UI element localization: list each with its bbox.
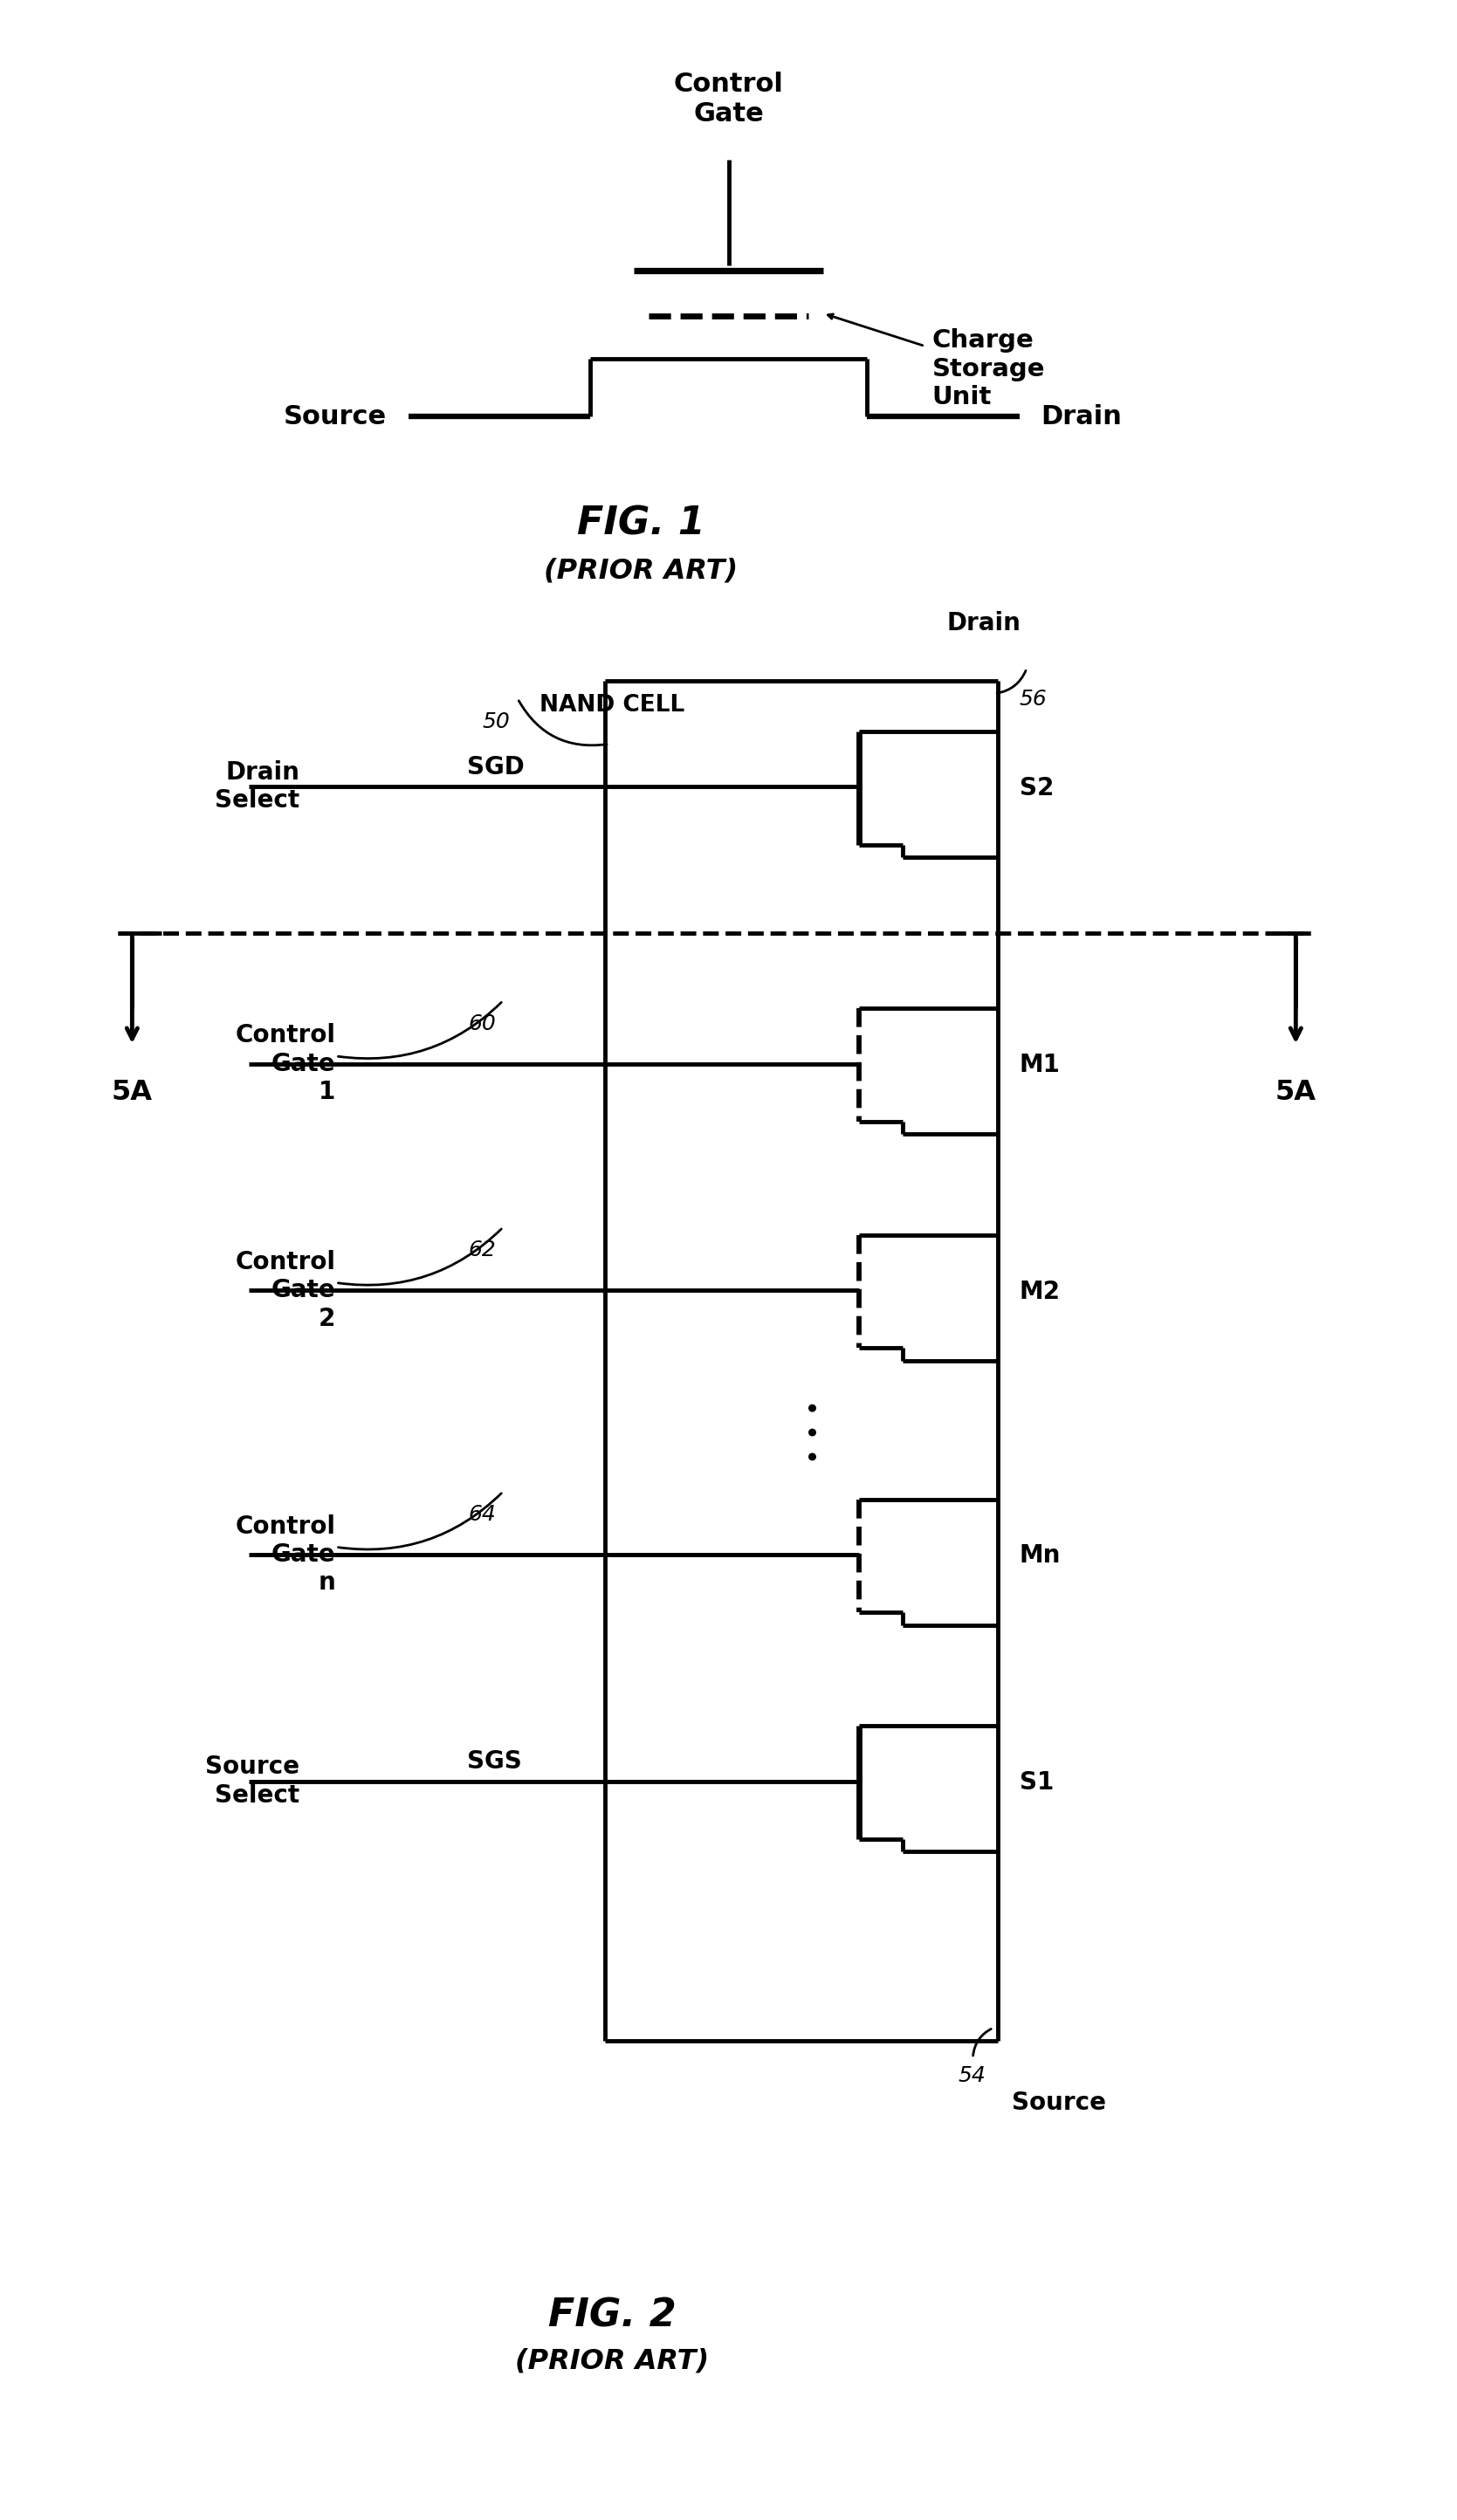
Text: Mn: Mn bbox=[1020, 1545, 1061, 1567]
Text: SGS: SGS bbox=[466, 1749, 522, 1774]
Text: S2: S2 bbox=[1020, 776, 1053, 801]
Text: 5A: 5A bbox=[112, 1079, 153, 1106]
Text: M2: M2 bbox=[1020, 1280, 1061, 1303]
Text: Source: Source bbox=[1013, 2092, 1106, 2114]
Text: • • •: • • • bbox=[803, 1399, 829, 1464]
Text: 64: 64 bbox=[468, 1504, 495, 1525]
Text: Control
Gate
1: Control Gate 1 bbox=[236, 1023, 335, 1104]
Text: SGD: SGD bbox=[466, 753, 525, 779]
Text: 54: 54 bbox=[959, 2066, 986, 2087]
Text: Drain: Drain bbox=[1042, 403, 1122, 428]
Text: S1: S1 bbox=[1020, 1769, 1053, 1794]
Text: Control
Gate
n: Control Gate n bbox=[236, 1515, 335, 1595]
Text: 60: 60 bbox=[468, 1013, 495, 1033]
Text: Charge
Storage
Unit: Charge Storage Unit bbox=[932, 328, 1045, 411]
Text: Drain: Drain bbox=[947, 612, 1021, 635]
Text: Source: Source bbox=[284, 403, 386, 428]
Text: 5A: 5A bbox=[1275, 1079, 1316, 1106]
Text: M1: M1 bbox=[1020, 1053, 1061, 1076]
Text: 56: 56 bbox=[1020, 688, 1048, 711]
Text: (PRIOR ART): (PRIOR ART) bbox=[545, 557, 739, 585]
Text: NAND CELL: NAND CELL bbox=[539, 693, 685, 716]
Text: FIG. 1: FIG. 1 bbox=[577, 504, 705, 542]
Text: 62: 62 bbox=[468, 1240, 495, 1260]
Text: FIG. 2: FIG. 2 bbox=[548, 2298, 676, 2334]
Text: Drain
Select: Drain Select bbox=[214, 761, 299, 814]
Text: Source
Select: Source Select bbox=[205, 1754, 299, 1807]
Text: (PRIOR ART): (PRIOR ART) bbox=[516, 2349, 710, 2374]
Text: Control
Gate: Control Gate bbox=[673, 71, 784, 126]
Text: 50: 50 bbox=[482, 711, 510, 733]
Text: Control
Gate
2: Control Gate 2 bbox=[236, 1250, 335, 1331]
